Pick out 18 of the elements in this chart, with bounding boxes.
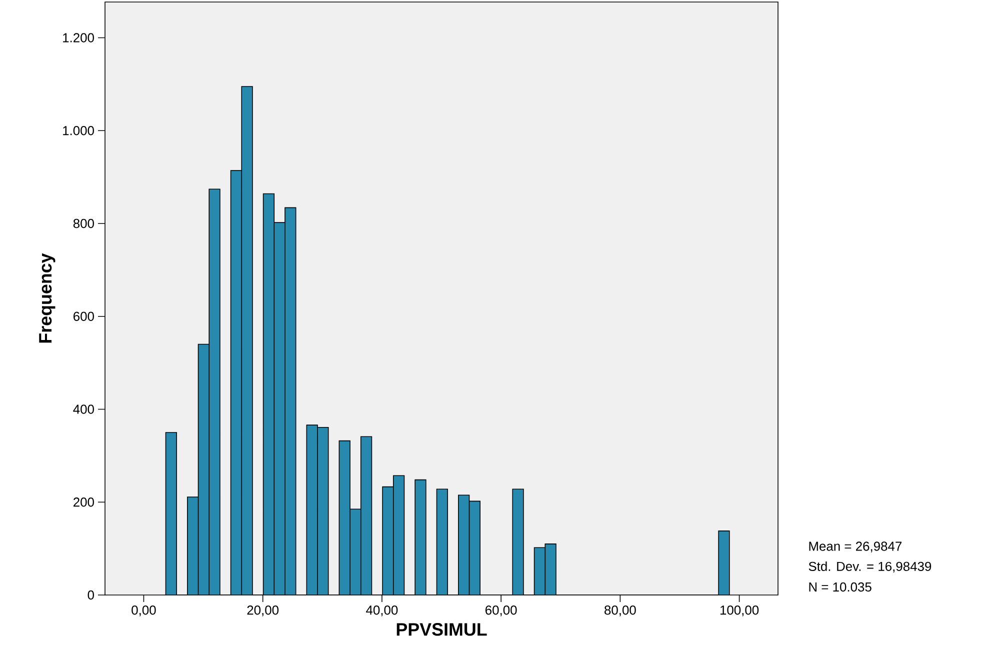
x-tick-label: 40,00 xyxy=(366,606,398,616)
y-tick-label: 0 xyxy=(88,590,94,600)
x-tick-label: 100,00 xyxy=(720,606,759,616)
text: Mean = 26,9847 xyxy=(809,542,902,552)
x-tick-label: 0,00 xyxy=(132,606,156,616)
x-tick-label: 20,00 xyxy=(247,606,279,616)
x-axis-title: PPVSIMUL xyxy=(396,623,487,636)
y-axis-title: Frequency xyxy=(39,253,56,343)
x-tick-label: 80,00 xyxy=(604,606,636,616)
y-tick-label: 200 xyxy=(74,498,94,507)
y-tick-label: 1.200 xyxy=(63,33,94,42)
y-tick-label: 800 xyxy=(73,218,94,228)
y-tick-label: 600 xyxy=(74,312,94,321)
y-tick-label: 1.000 xyxy=(63,126,94,136)
text: N = 10.035 xyxy=(809,582,872,592)
x-tick-label: 60,00 xyxy=(486,606,517,616)
y-tick-label: 400 xyxy=(73,404,94,414)
text: Std. Dev. = 16,98439 xyxy=(808,561,932,573)
